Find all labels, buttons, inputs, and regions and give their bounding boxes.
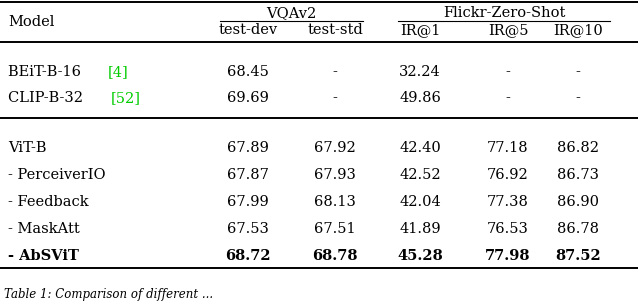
Text: 76.53: 76.53 <box>487 222 529 236</box>
Text: 68.78: 68.78 <box>312 249 358 263</box>
Text: 86.82: 86.82 <box>557 141 599 155</box>
Text: 32.24: 32.24 <box>399 65 441 79</box>
Text: - PerceiverIO: - PerceiverIO <box>8 168 106 182</box>
Text: 41.89: 41.89 <box>399 222 441 236</box>
Text: -: - <box>505 65 510 79</box>
Text: -: - <box>332 91 338 105</box>
Text: 49.86: 49.86 <box>399 91 441 105</box>
Text: 67.92: 67.92 <box>314 141 356 155</box>
Text: - Feedback: - Feedback <box>8 195 89 209</box>
Text: 68.13: 68.13 <box>314 195 356 209</box>
Text: - MaskAtt: - MaskAtt <box>8 222 80 236</box>
Text: Table 1: Comparison of different ...: Table 1: Comparison of different ... <box>4 288 213 301</box>
Text: IR@1: IR@1 <box>400 23 440 37</box>
Text: 68.72: 68.72 <box>225 249 271 263</box>
Text: 86.78: 86.78 <box>557 222 599 236</box>
Text: 86.73: 86.73 <box>557 168 599 182</box>
Text: 67.99: 67.99 <box>227 195 269 209</box>
Text: IR@5: IR@5 <box>487 23 528 37</box>
Text: -: - <box>505 91 510 105</box>
Text: BEiT-B-16: BEiT-B-16 <box>8 65 85 79</box>
Text: [52]: [52] <box>111 91 141 105</box>
Text: -: - <box>575 91 581 105</box>
Text: 67.89: 67.89 <box>227 141 269 155</box>
Text: 77.18: 77.18 <box>487 141 529 155</box>
Text: test-dev: test-dev <box>218 23 278 37</box>
Text: 67.53: 67.53 <box>227 222 269 236</box>
Text: 86.90: 86.90 <box>557 195 599 209</box>
Text: 42.52: 42.52 <box>399 168 441 182</box>
Text: 77.98: 77.98 <box>486 249 531 263</box>
Text: 42.04: 42.04 <box>399 195 441 209</box>
Text: 67.93: 67.93 <box>314 168 356 182</box>
Text: 69.69: 69.69 <box>227 91 269 105</box>
Text: [4]: [4] <box>108 65 129 79</box>
Text: IR@10: IR@10 <box>553 23 603 37</box>
Text: test-std: test-std <box>307 23 363 37</box>
Text: ViT-B: ViT-B <box>8 141 47 155</box>
Text: 68.45: 68.45 <box>227 65 269 79</box>
Text: 45.28: 45.28 <box>397 249 443 263</box>
Text: 67.87: 67.87 <box>227 168 269 182</box>
Text: 87.52: 87.52 <box>555 249 601 263</box>
Text: - AbSViT: - AbSViT <box>8 249 79 263</box>
Text: -: - <box>332 65 338 79</box>
Text: 76.92: 76.92 <box>487 168 529 182</box>
Text: -: - <box>575 65 581 79</box>
Text: 42.40: 42.40 <box>399 141 441 155</box>
Text: CLIP-B-32: CLIP-B-32 <box>8 91 87 105</box>
Text: VQAv2: VQAv2 <box>267 6 316 20</box>
Text: Model: Model <box>8 15 54 29</box>
Text: 77.38: 77.38 <box>487 195 529 209</box>
Text: 67.51: 67.51 <box>314 222 356 236</box>
Text: Flickr-Zero-Shot: Flickr-Zero-Shot <box>443 6 565 20</box>
